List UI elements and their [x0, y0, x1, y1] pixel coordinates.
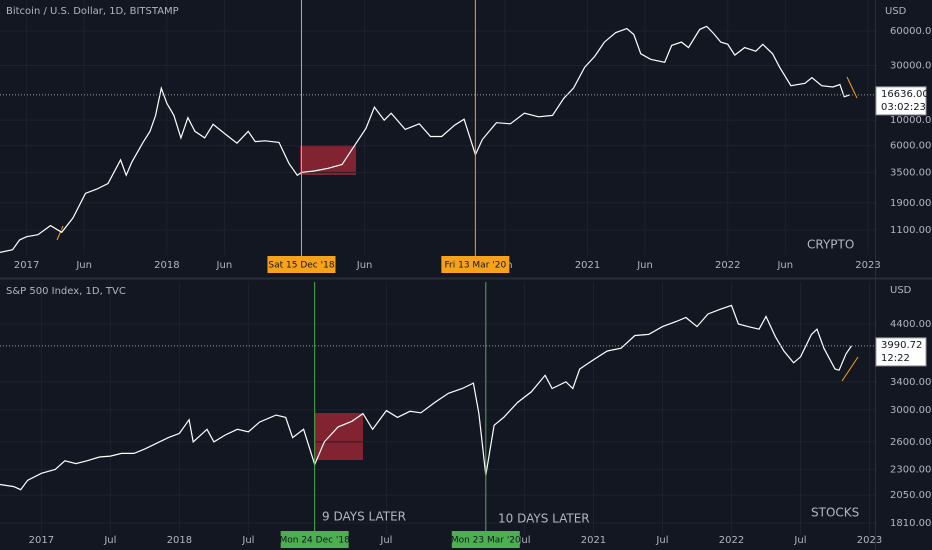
price-line-series: [0, 25, 850, 253]
annotation: CRYPTO: [807, 238, 854, 252]
chart-title: S&P 500 Index, 1D, TVC: [6, 286, 126, 297]
x-tick-label: 2023: [857, 535, 882, 546]
x-tick-label: 2018: [167, 535, 192, 546]
last-price-box: [875, 337, 927, 367]
countdown-label: 03:02:23: [881, 102, 926, 113]
event-label-box: [267, 256, 336, 273]
y-tick-label: 3500.00: [890, 167, 931, 178]
x-tick-label: Jun: [356, 260, 373, 271]
annotation: 10 DAYS LATER: [498, 512, 590, 526]
last-price-label: 3990.72: [881, 340, 922, 351]
y-tick-label: 2050.00: [890, 490, 931, 501]
x-tick-label: 2018: [154, 260, 179, 271]
x-tick-label: 2023: [855, 260, 880, 271]
y-tick-label: 10000.00: [890, 115, 932, 126]
event-label: Sat 15 Dec '18: [268, 261, 334, 271]
x-tick-label: Jul: [241, 535, 254, 546]
x-tick-label: Jul: [655, 535, 668, 546]
last-price-label: 16636.00: [881, 89, 929, 100]
y-tick-label: 6000.00: [890, 141, 931, 152]
y-tick-label: 1900.00: [890, 198, 931, 209]
highlight-box: [315, 413, 363, 460]
x-tick-label: 2021: [575, 260, 600, 271]
y-tick-label: 1810.00: [890, 518, 931, 529]
trend-line: [841, 356, 859, 382]
x-tick-label: 2022: [715, 260, 740, 271]
axis-unit: USD: [890, 285, 912, 296]
x-tick-label: Jun: [216, 260, 233, 271]
y-tick-label: 60000.00: [890, 26, 932, 37]
trend-line: [56, 225, 64, 241]
x-tick-label: 2017: [29, 535, 54, 546]
countdown-label: 12:22: [881, 353, 910, 364]
annotation: STOCKS: [811, 506, 859, 520]
y-tick-label: 30000.00: [890, 61, 932, 72]
x-tick-label: Jul: [103, 535, 116, 546]
price-line-series: [0, 304, 852, 491]
event-label: Mon 24 Dec '18: [279, 536, 350, 546]
x-tick-label: Jul: [517, 535, 530, 546]
x-tick-label: Jun: [636, 260, 653, 271]
x-tick-label: Jun: [776, 260, 793, 271]
event-label-box: [451, 531, 520, 548]
y-tick-label: 1100.00: [890, 225, 931, 236]
y-tick-label: 4400.00: [890, 319, 931, 330]
event-label-box: [441, 256, 510, 273]
event-label: Mon 23 Mar '20: [451, 536, 521, 546]
event-label-box: [280, 531, 349, 548]
y-tick-label: 3400.00: [890, 377, 931, 388]
x-tick-label: 2021: [581, 535, 606, 546]
y-tick-label: 3000.00: [890, 405, 931, 416]
x-tick-label: Jul: [379, 535, 392, 546]
y-tick-label: 2600.00: [890, 437, 931, 448]
highlight-box: [300, 145, 356, 175]
y-tick-label: 2300.00: [890, 464, 931, 475]
chart-title: Bitcoin / U.S. Dollar, 1D, BITSTAMP: [6, 6, 179, 17]
annotation: 9 DAYS LATER: [322, 510, 406, 524]
event-label: Fri 13 Mar '20: [445, 261, 507, 271]
x-tick-label: 2022: [719, 535, 744, 546]
x-tick-label: 2017: [14, 260, 39, 271]
x-tick-label: Jul: [793, 535, 806, 546]
axis-unit: USD: [885, 6, 907, 17]
last-price-box: [875, 86, 927, 116]
x-tick-label: Jun: [75, 260, 92, 271]
